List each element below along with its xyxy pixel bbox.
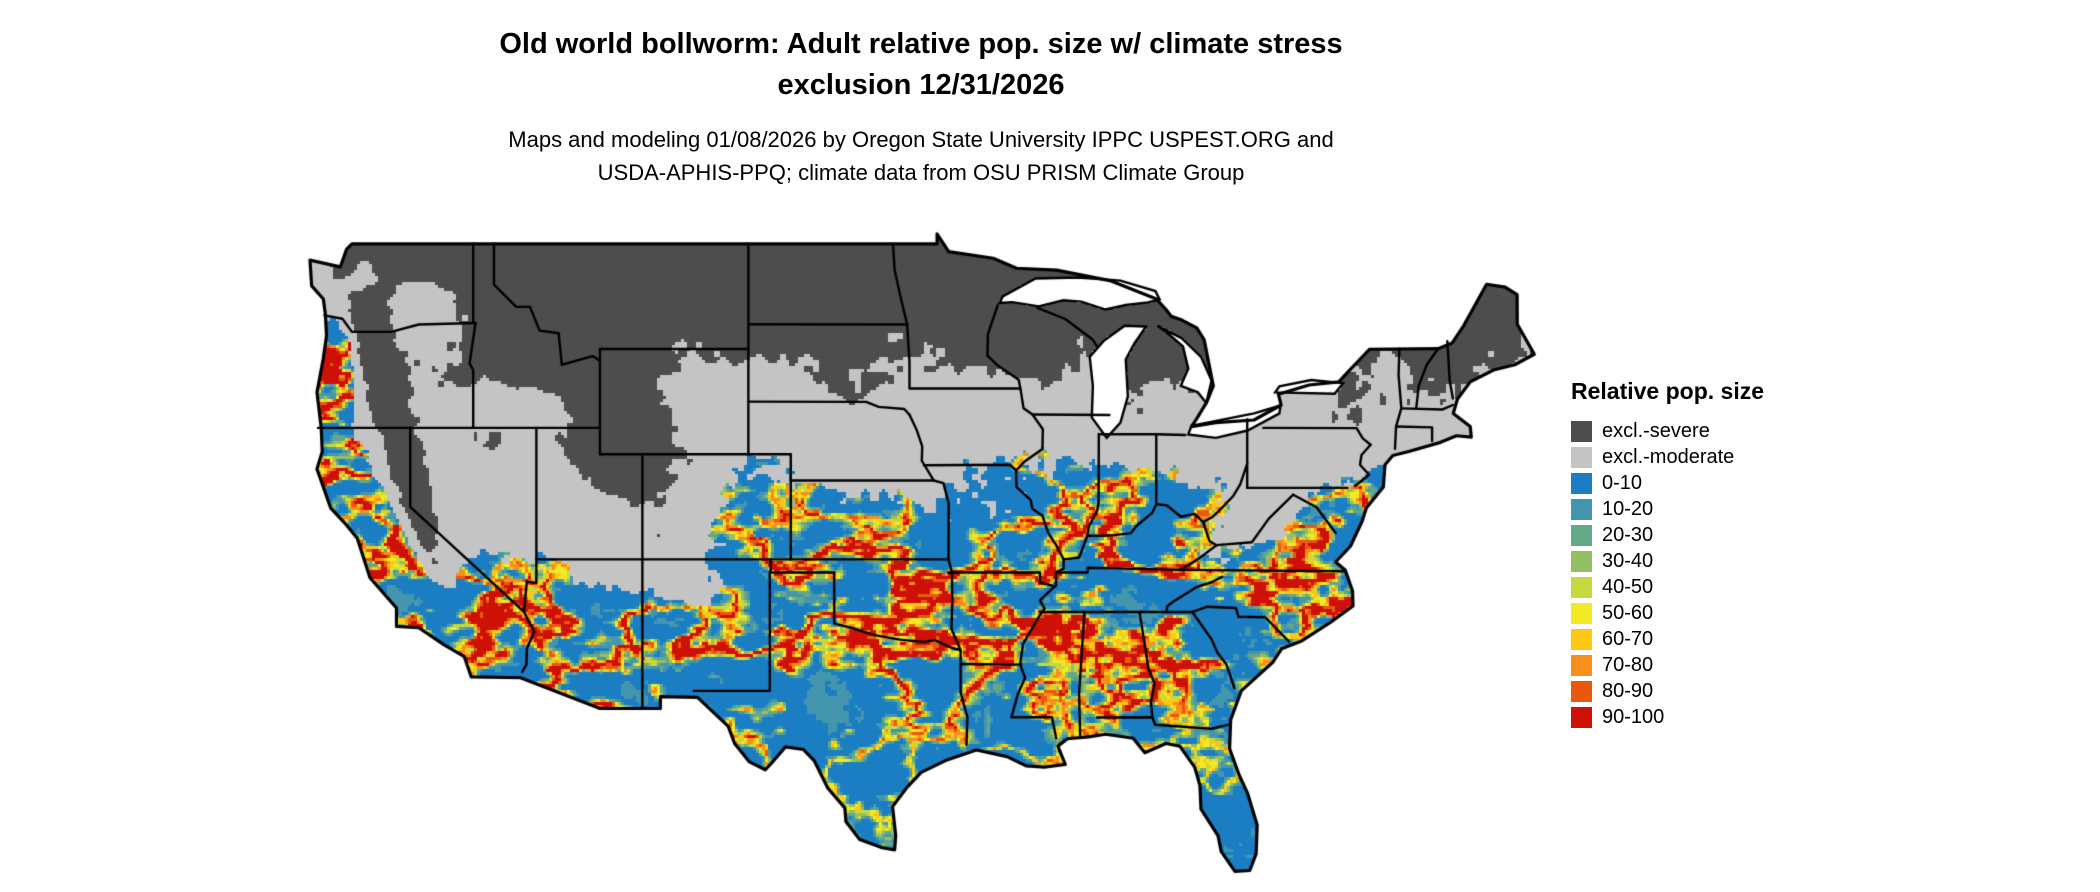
legend-swatch bbox=[1571, 628, 1592, 650]
legend-item: 60-70 bbox=[1571, 626, 1764, 652]
legend-label: 30-40 bbox=[1602, 550, 1654, 572]
legend-item: 80-90 bbox=[1571, 678, 1764, 704]
header: Old world bollworm: Adult relative pop. … bbox=[499, 24, 1342, 189]
legend-label: 50-60 bbox=[1602, 602, 1654, 624]
legend-label: 70-80 bbox=[1602, 654, 1654, 676]
map-subtitle: Maps and modeling 01/08/2026 by Oregon S… bbox=[499, 123, 1342, 189]
legend-swatch bbox=[1571, 420, 1592, 442]
legend-label: 60-70 bbox=[1602, 628, 1654, 650]
legend-item: 50-60 bbox=[1571, 600, 1764, 626]
legend-label: 20-30 bbox=[1602, 524, 1654, 546]
legend-swatch bbox=[1571, 706, 1592, 728]
legend-title: Relative pop. size bbox=[1571, 378, 1765, 404]
legend-label: 40-50 bbox=[1602, 576, 1654, 598]
map-subtitle-line2: USDA-APHIS-PPQ; climate data from OSU PR… bbox=[597, 160, 1245, 186]
legend-swatch bbox=[1571, 550, 1592, 572]
us-map-canvas bbox=[300, 228, 1540, 888]
legend-swatch bbox=[1571, 602, 1592, 624]
legend-item: excl.-moderate bbox=[1571, 444, 1764, 470]
legend-item: 40-50 bbox=[1571, 574, 1764, 600]
legend-label: 90-100 bbox=[1602, 706, 1665, 728]
legend-items: excl.-severe excl.-moderate 0-10 10-20 20-30… bbox=[1571, 418, 1764, 730]
map-title-line2: exclusion 12/31/2026 bbox=[777, 69, 1065, 102]
legend-item: 70-80 bbox=[1571, 652, 1764, 678]
legend-label: excl.-moderate bbox=[1602, 446, 1735, 468]
legend-swatch bbox=[1571, 498, 1592, 520]
legend-item: 0-10 bbox=[1571, 470, 1764, 496]
legend-item: 30-40 bbox=[1571, 548, 1764, 574]
map-subtitle-line1: Maps and modeling 01/08/2026 by Oregon S… bbox=[508, 127, 1334, 153]
legend-item: 20-30 bbox=[1571, 522, 1764, 548]
legend-item: excl.-severe bbox=[1571, 418, 1764, 444]
map-title-line1: Old world bollworm: Adult relative pop. … bbox=[499, 28, 1343, 60]
legend-swatch bbox=[1571, 680, 1592, 702]
legend-label: 80-90 bbox=[1602, 680, 1654, 702]
legend-swatch bbox=[1571, 576, 1592, 598]
legend-label: 10-20 bbox=[1602, 498, 1654, 520]
legend: Relative pop. size excl.-severe excl.-mod… bbox=[1571, 378, 1764, 730]
legend-swatch bbox=[1571, 524, 1592, 546]
legend-label: excl.-severe bbox=[1602, 420, 1710, 442]
legend-item: 10-20 bbox=[1571, 496, 1764, 522]
legend-item: 90-100 bbox=[1571, 704, 1764, 730]
legend-label: 0-10 bbox=[1602, 472, 1643, 494]
legend-swatch bbox=[1571, 446, 1592, 468]
legend-swatch bbox=[1571, 654, 1592, 676]
map-title: Old world bollworm: Adult relative pop. … bbox=[499, 24, 1342, 106]
legend-swatch bbox=[1571, 472, 1592, 494]
us-map bbox=[300, 228, 1540, 888]
